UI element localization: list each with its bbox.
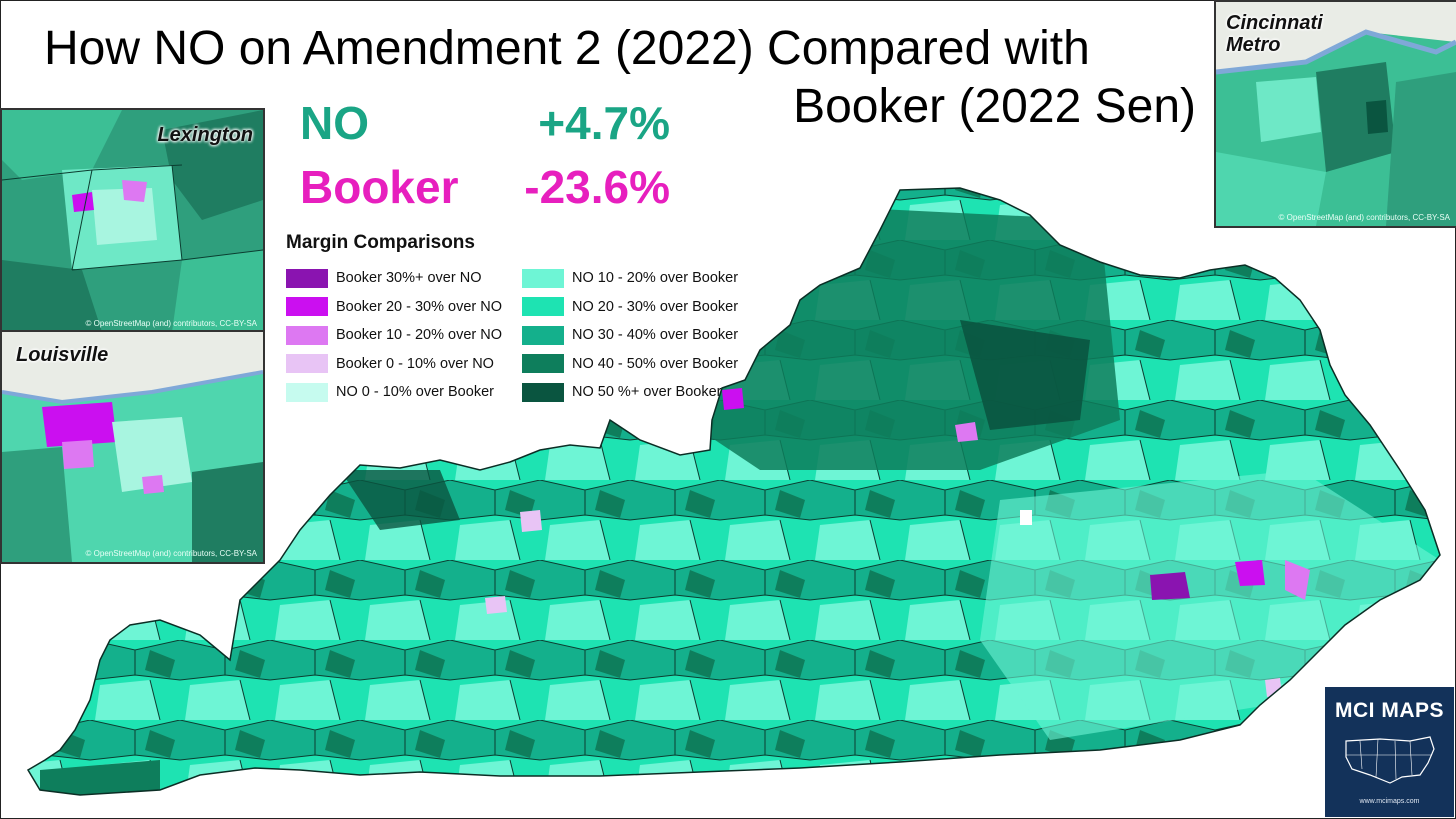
map-title: How NO on Amendment 2 (2022) Compared wi… [16,20,1196,136]
legend-item: NO 50 %+ over Booker [522,378,744,407]
legend-swatch [286,382,328,402]
legend-swatch [286,268,328,288]
louisville-inset-map [2,332,263,562]
title-line-1: How NO on Amendment 2 (2022) Compared wi… [44,22,1090,75]
legend-label: NO 0 - 10% over Booker [336,384,494,401]
logo-name: MCI MAPS [1335,699,1444,722]
logo-url: www.mcimaps.com [1359,798,1420,805]
legend-swatch [522,354,564,374]
legend-item: NO 0 - 10% over Booker [286,378,508,407]
lexington-inset-map [2,110,263,332]
booker-stat-row: Booker -23.6% [300,160,670,224]
legend-swatch [522,268,564,288]
booker-10-20-area [1285,560,1310,600]
legend-label: Booker 20 - 30% over NO [336,298,503,315]
legend-item: Booker 0 - 10% over NO [286,350,508,379]
legend-item: Booker 30%+ over NO [286,264,508,293]
booker-value: -23.6% [524,161,670,213]
owensboro-booker-area [520,510,542,532]
legend-label: NO 20 - 30% over Booker [572,298,739,315]
title-line-2: Booker (2022 Sen) [793,80,1196,133]
no-value: +4.7% [538,97,670,149]
lexington-label: Lexington [157,124,253,146]
booker-30plus-area [1150,572,1190,600]
statewide-stats: NO +4.7% Booker -23.6% [300,96,670,224]
legend-label: Booker 10 - 20% over NO [336,327,503,344]
lexington-inset: Lexington © OpenStreetMap (and) contribu… [0,108,265,334]
legend-label: Booker 30%+ over NO [336,270,482,287]
cincinnati-inset: Cincinnati Metro © OpenStreetMap (and) c… [1214,0,1456,228]
legend-right-column: NO 10 - 20% over Booker NO 20 - 30% over … [522,264,744,407]
legend-left-column: Booker 30%+ over NO Booker 20 - 30% over … [286,264,508,407]
legend-item: Booker 10 - 20% over NO [286,321,508,350]
louisville-booker-area [722,388,744,410]
state-outline [26,187,1441,796]
legend-item: NO 20 - 30% over Booker [522,293,744,322]
legend-label: NO 30 - 40% over Booker [572,327,739,344]
legend-label: Booker 0 - 10% over NO [336,355,494,372]
legend-label: NO 10 - 20% over Booker [572,270,739,287]
legend-swatch [286,297,328,317]
southwest-dark-region [40,760,160,795]
louisville-label: Louisville [16,344,109,366]
legend-swatch [522,382,564,402]
legend-label: NO 50 %+ over Booker [572,384,722,401]
legend-swatch [286,325,328,345]
western-dark-region [340,470,460,530]
booker-20-30-area [1235,560,1265,586]
legend-swatch [286,354,328,374]
legend-item: NO 30 - 40% over Booker [522,321,744,350]
legend-swatch [522,297,564,317]
lexington-booker-area [955,422,978,442]
cincinnati-credit: © OpenStreetMap (and) contributors, CC-B… [1278,213,1450,222]
mci-maps-logo: MCI MAPS www.mcimaps.com [1325,687,1454,817]
no-label: NO [300,97,369,149]
legend-item: NO 10 - 20% over Booker [522,264,744,293]
lexington-credit: © OpenStreetMap (and) contributors, CC-B… [85,319,257,328]
louisville-credit: © OpenStreetMap (and) contributors, CC-B… [85,549,257,558]
louisville-inset: Louisville © OpenStreetMap (and) contrib… [0,330,265,564]
us-map-icon [1344,736,1435,784]
legend-item: Booker 20 - 30% over NO [286,293,508,322]
booker-label: Booker [300,161,459,213]
unpopulated-area [1020,510,1032,525]
cincinnati-inset-map [1216,2,1456,226]
legend-swatch [522,325,564,345]
legend-title: Margin Comparisons [286,232,475,253]
legend-item: NO 40 - 50% over Booker [522,350,744,379]
bowling-green-booker-area [485,596,507,614]
cincinnati-label: Cincinnati Metro [1226,12,1323,56]
legend-label: NO 40 - 50% over Booker [572,355,739,372]
no-stat-row: NO +4.7% [300,96,670,160]
legend: Margin Comparisons Booker 30%+ over NO Bo… [286,232,746,407]
darkest-region [960,320,1090,430]
